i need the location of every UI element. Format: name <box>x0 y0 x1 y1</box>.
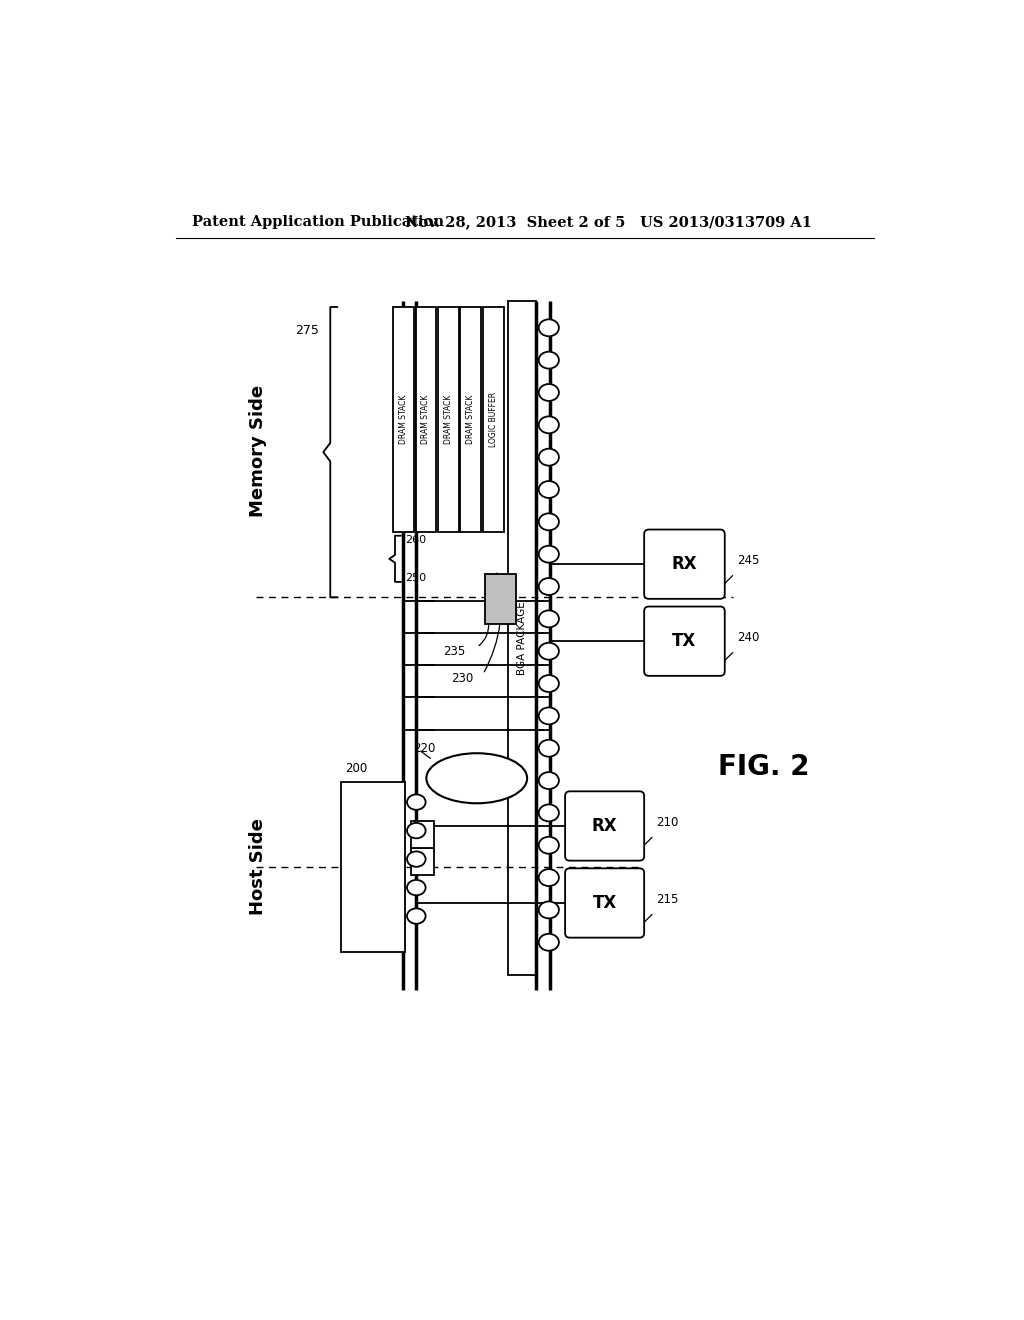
Ellipse shape <box>426 754 527 804</box>
Text: Memory Side: Memory Side <box>249 385 267 517</box>
Text: 220: 220 <box>414 742 435 755</box>
Ellipse shape <box>539 804 559 821</box>
Text: DRAM STACK: DRAM STACK <box>444 395 453 444</box>
Bar <box>508 301 537 974</box>
Ellipse shape <box>539 675 559 692</box>
Bar <box>411 847 434 875</box>
Ellipse shape <box>539 933 559 950</box>
Bar <box>341 781 404 952</box>
Text: FIG. 2: FIG. 2 <box>718 752 809 780</box>
Text: DRAM STACK: DRAM STACK <box>399 395 408 444</box>
Ellipse shape <box>539 902 559 919</box>
Text: 260: 260 <box>404 535 426 545</box>
Text: 215: 215 <box>656 892 679 906</box>
FancyBboxPatch shape <box>565 869 644 937</box>
Text: 200: 200 <box>345 762 368 775</box>
FancyBboxPatch shape <box>644 607 725 676</box>
Ellipse shape <box>539 708 559 725</box>
Text: BGA PACKAGE: BGA PACKAGE <box>517 601 527 675</box>
Text: 230: 230 <box>451 672 473 685</box>
Text: 250: 250 <box>404 573 426 583</box>
Ellipse shape <box>539 513 559 531</box>
Text: DRAM STACK: DRAM STACK <box>467 395 475 444</box>
Bar <box>484 574 515 624</box>
Text: 245: 245 <box>737 554 760 566</box>
Bar <box>416 308 436 532</box>
Text: Host Side: Host Side <box>249 818 267 915</box>
Bar <box>393 308 414 532</box>
Text: LOGIC BUFFER: LOGIC BUFFER <box>488 392 498 447</box>
Text: 240: 240 <box>737 631 760 644</box>
Ellipse shape <box>407 880 426 895</box>
Text: TX: TX <box>593 894 616 912</box>
Text: 210: 210 <box>656 816 679 829</box>
FancyBboxPatch shape <box>644 529 725 599</box>
Bar <box>461 308 481 532</box>
Bar <box>483 308 504 532</box>
FancyBboxPatch shape <box>565 792 644 861</box>
Ellipse shape <box>539 643 559 660</box>
Ellipse shape <box>539 837 559 854</box>
Ellipse shape <box>407 795 426 810</box>
Text: Patent Application Publication: Patent Application Publication <box>191 215 443 230</box>
Ellipse shape <box>539 578 559 595</box>
Text: Nov. 28, 2013  Sheet 2 of 5: Nov. 28, 2013 Sheet 2 of 5 <box>406 215 626 230</box>
Bar <box>411 821 434 847</box>
Text: US 2013/0313709 A1: US 2013/0313709 A1 <box>640 215 811 230</box>
Text: RX: RX <box>592 817 617 836</box>
Ellipse shape <box>407 908 426 924</box>
Bar <box>438 308 459 532</box>
Ellipse shape <box>539 416 559 433</box>
Ellipse shape <box>539 351 559 368</box>
Ellipse shape <box>407 822 426 838</box>
Ellipse shape <box>539 384 559 401</box>
Ellipse shape <box>539 869 559 886</box>
Ellipse shape <box>539 772 559 789</box>
Ellipse shape <box>539 449 559 466</box>
Ellipse shape <box>539 610 559 627</box>
Text: 275: 275 <box>296 323 319 337</box>
Ellipse shape <box>539 545 559 562</box>
Text: RX: RX <box>672 556 697 573</box>
Ellipse shape <box>539 739 559 756</box>
Text: TX: TX <box>673 632 696 651</box>
Text: DRAM STACK: DRAM STACK <box>422 395 430 444</box>
Ellipse shape <box>539 480 559 498</box>
Text: 235: 235 <box>442 644 465 657</box>
Ellipse shape <box>407 851 426 867</box>
Ellipse shape <box>539 319 559 337</box>
